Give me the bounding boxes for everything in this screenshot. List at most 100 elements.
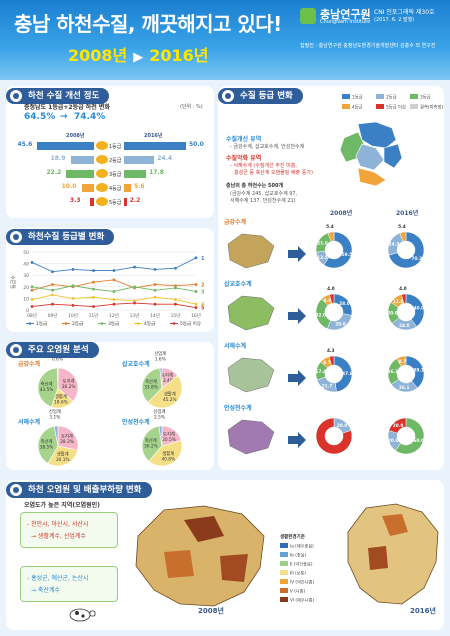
water-drop-icon [96,183,108,192]
series-4-point-5 [133,299,136,303]
year-to: 2016년 [149,46,209,65]
play-arrow-icon: ▶ [133,50,144,65]
grade-legend-swatch-3 [410,94,418,99]
grade-label-1: 1등급 [109,144,122,150]
pie-2-label-4: 산업계 [154,350,166,357]
pie-3-value-1: 28.3% [60,439,74,445]
map-2016-hotspot-2 [368,546,388,570]
donut-2-d2008-label-4: 8.0 [324,298,332,304]
donut-1-d2016-label-2: 24.3 [389,242,400,248]
note-1: 충남의 총 하천수는 500개 [226,183,284,189]
donut-2-d2008-seg-5 [329,293,335,304]
pie-1-value-2: 18.6% [54,400,68,406]
pie-4-value-1: 20.5% [162,437,176,443]
s1-col-left: 2008년 [66,133,85,139]
value-2008-3: 22.2 [46,169,62,176]
pie-2-value-2: 45.2% [163,397,177,403]
pie-1-label-3: 축산계 [41,380,53,387]
value-2008-1: 45.6 [17,141,33,148]
donut-2-d2008-label-1: 28.0 [339,301,350,307]
map-2016 [347,503,439,605]
series-1-point-1 [51,270,54,274]
donut-4-d2008-seg-2 [315,417,353,455]
series-5-point-7 [174,302,177,306]
section-title-4: 수질 등급 변화 [218,88,303,104]
section-title-1-text: 하천 수질 개선 정도 [28,91,100,101]
series-1-point-3 [92,269,95,272]
value-2016-1: 50.0 [189,141,204,148]
value-2008-4: 10.0 [61,183,77,190]
section-title-3-text: 주요 오염원 분석 [28,345,89,355]
grade-legend-swatch-1 [342,94,350,99]
donut-1-d2008-label-3: 21.6 [317,241,328,247]
pie-4-label-2: 생활계 [162,450,174,457]
map-2016-shape [347,503,439,605]
grade-legend-swatch-6 [410,104,418,109]
pie-1-value-1: 36.2% [62,384,76,390]
donut-2-d2016-label-1: 40.0 [414,306,425,312]
series-1-point-0 [30,261,34,264]
load-legend: 생활환경기준 Ia (매우좋음) Ib (좋음) II (약간좋음) III (보통) I… [280,533,314,604]
authors-line: 집필진 : 충남연구원 충청남도환경기술개발센터 김홍수 외 연구진 [300,43,436,49]
s1-from-pct: 64.5% [24,112,56,122]
donut-3-d2008-label-5: 4.3 [327,348,335,354]
x-tick-label-8: 16년 [191,312,201,319]
cause-box-2-line2: → 축산계수 [31,587,61,594]
pie-1-slice-4 [56,367,59,389]
section-title-2: 하천수질 등급별 변화 [6,229,115,245]
donut-1-d2008-label-2: 13.5 [317,255,328,261]
legend-marker-3 [100,322,104,325]
cause-box-1: - 천안시, 아산시, 서산시 → 생활계수, 산업계수 [20,512,118,548]
basin-arrow-icon-2 [288,308,306,324]
grade-label-5: 5등급 [109,200,122,206]
grade-legend-label-2: 2등급 [386,95,397,101]
pie-3-label-3: 축산계 [41,438,53,445]
donut-1-d2008-label-1: 59.5 [342,252,353,258]
grade-legend-swatch-4 [342,104,350,109]
load-legend-swatch-6 [280,588,288,593]
y-tick-label-0: 0 [26,308,29,314]
series-1-point-2 [71,268,75,271]
pie-title-1: 금강수계 [18,360,41,368]
donut-2-d2008-label-2: 28.0 [335,322,346,328]
x-tick-label-3: 11년 [89,312,99,319]
bar-2008-2 [70,156,94,164]
load-legend-swatch-1 [280,543,288,548]
pie-3-value-3: 38.5% [40,445,54,451]
source-pies: 금강수계토지계36.2%생활계18.6%축산계43.5%산업계0.6%삽교호수계… [18,350,183,467]
bar-2016-5 [124,198,127,206]
donut-2-d2008-label-3: 32.0 [315,312,326,318]
donut-1-d2008-seg-1 [323,231,353,269]
pie-2-label-1: 토지계 [161,372,173,379]
donut-4-d2008-label-1: 20.0 [337,423,348,429]
grade-label-2: 2등급 [109,158,122,164]
donut-3-d2016-seg-4 [396,355,407,367]
year-from: 2008년 [68,46,128,65]
worse-body-1: - 서해수계 (수질개선 추진 미흡, [230,163,297,169]
load-legend-swatch-5 [280,579,288,584]
basin-shape-1 [227,233,275,269]
x-tick-label-0: 08년 [27,312,37,319]
donut-1-d2016-label-1: 70.3 [412,256,423,262]
map-region-north [357,121,397,149]
value-2016-2: 24.4 [157,155,173,162]
y-axis-label: 등급수 [11,275,17,289]
x-tick-label-4: 12년 [109,312,119,319]
map-2008-hotspot-3 [220,554,248,582]
donut-1-d2016-seg-1 [388,231,425,269]
donut-4-d2016-seg-1 [395,417,425,455]
map-2008-label: 2008년 [198,607,224,615]
basin-name-2: 삽교호수계 [224,280,252,288]
donut-2-d2008-label-5: 4.0 [327,286,335,292]
section-bullet-icon [10,484,22,496]
series-1-point-7 [174,266,177,270]
value-2016-3: 17.8 [149,169,164,176]
pie-3-label-4: 산업계 [49,408,61,415]
donut-3-d2008-label-4: 8.7 [323,360,331,366]
pie-3-slice-4 [53,425,59,447]
pie-2-slice-2 [147,375,183,409]
series-5-point-5 [133,301,136,305]
map-region-east [383,143,403,169]
series-2-point-8 [194,283,198,286]
series-end-label-3: 3 [201,289,205,295]
